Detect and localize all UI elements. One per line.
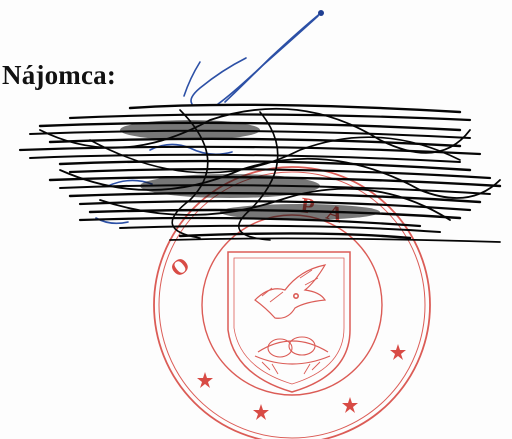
- tenant-label: Nájomca:: [2, 60, 117, 90]
